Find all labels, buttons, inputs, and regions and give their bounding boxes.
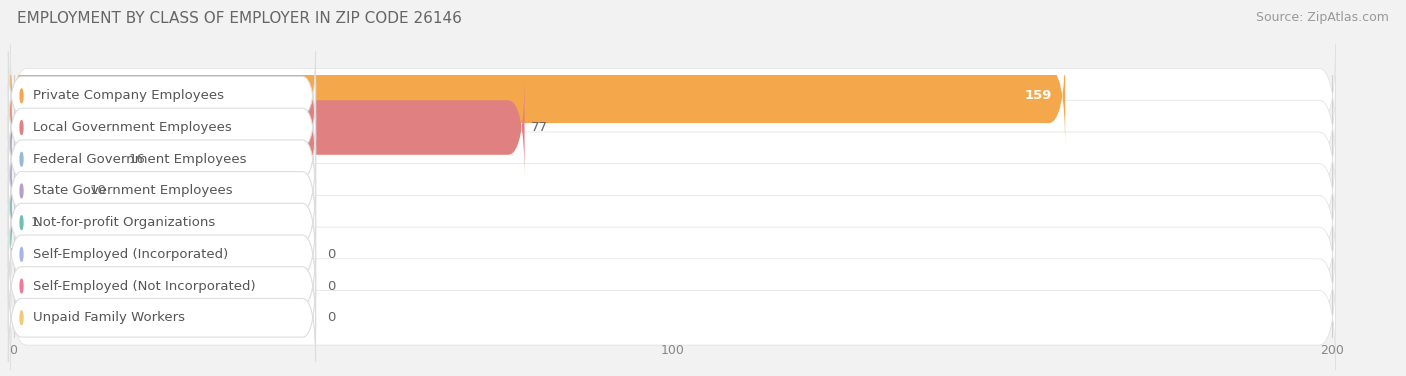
Text: 0: 0 bbox=[326, 248, 335, 261]
Text: Not-for-profit Organizations: Not-for-profit Organizations bbox=[34, 216, 215, 229]
FancyBboxPatch shape bbox=[10, 44, 1336, 148]
FancyBboxPatch shape bbox=[10, 76, 1336, 179]
Text: EMPLOYMENT BY CLASS OF EMPLOYER IN ZIP CODE 26146: EMPLOYMENT BY CLASS OF EMPLOYER IN ZIP C… bbox=[17, 11, 461, 26]
FancyBboxPatch shape bbox=[7, 171, 27, 274]
FancyBboxPatch shape bbox=[10, 171, 1336, 274]
FancyBboxPatch shape bbox=[10, 107, 122, 211]
FancyBboxPatch shape bbox=[10, 139, 1336, 243]
Text: Unpaid Family Workers: Unpaid Family Workers bbox=[34, 311, 186, 324]
Text: Local Government Employees: Local Government Employees bbox=[34, 121, 232, 134]
FancyBboxPatch shape bbox=[10, 139, 83, 243]
FancyBboxPatch shape bbox=[8, 147, 315, 235]
Text: 16: 16 bbox=[129, 153, 146, 166]
Text: Self-Employed (Not Incorporated): Self-Employed (Not Incorporated) bbox=[34, 280, 256, 293]
Circle shape bbox=[20, 89, 22, 103]
Circle shape bbox=[20, 184, 22, 198]
Text: 0: 0 bbox=[326, 311, 335, 324]
FancyBboxPatch shape bbox=[8, 242, 315, 330]
Text: Federal Government Employees: Federal Government Employees bbox=[34, 153, 247, 166]
Text: 159: 159 bbox=[1025, 89, 1052, 102]
Circle shape bbox=[20, 247, 22, 261]
FancyBboxPatch shape bbox=[8, 52, 315, 140]
Circle shape bbox=[20, 279, 22, 293]
FancyBboxPatch shape bbox=[10, 44, 1066, 148]
FancyBboxPatch shape bbox=[10, 76, 524, 179]
Text: 0: 0 bbox=[326, 280, 335, 293]
FancyBboxPatch shape bbox=[8, 274, 315, 362]
Text: Source: ZipAtlas.com: Source: ZipAtlas.com bbox=[1256, 11, 1389, 24]
Circle shape bbox=[20, 216, 22, 229]
FancyBboxPatch shape bbox=[10, 107, 1336, 211]
FancyBboxPatch shape bbox=[8, 83, 315, 171]
FancyBboxPatch shape bbox=[8, 115, 315, 203]
Text: State Government Employees: State Government Employees bbox=[34, 185, 233, 197]
Text: Self-Employed (Incorporated): Self-Employed (Incorporated) bbox=[34, 248, 229, 261]
Text: 77: 77 bbox=[531, 121, 548, 134]
Circle shape bbox=[20, 121, 22, 134]
FancyBboxPatch shape bbox=[8, 179, 315, 267]
FancyBboxPatch shape bbox=[8, 210, 315, 299]
FancyBboxPatch shape bbox=[10, 202, 1336, 306]
Circle shape bbox=[20, 152, 22, 166]
Text: 10: 10 bbox=[90, 185, 107, 197]
Text: 1: 1 bbox=[30, 216, 38, 229]
Circle shape bbox=[20, 311, 22, 324]
Text: Private Company Employees: Private Company Employees bbox=[34, 89, 225, 102]
FancyBboxPatch shape bbox=[10, 266, 1336, 370]
FancyBboxPatch shape bbox=[10, 234, 1336, 338]
